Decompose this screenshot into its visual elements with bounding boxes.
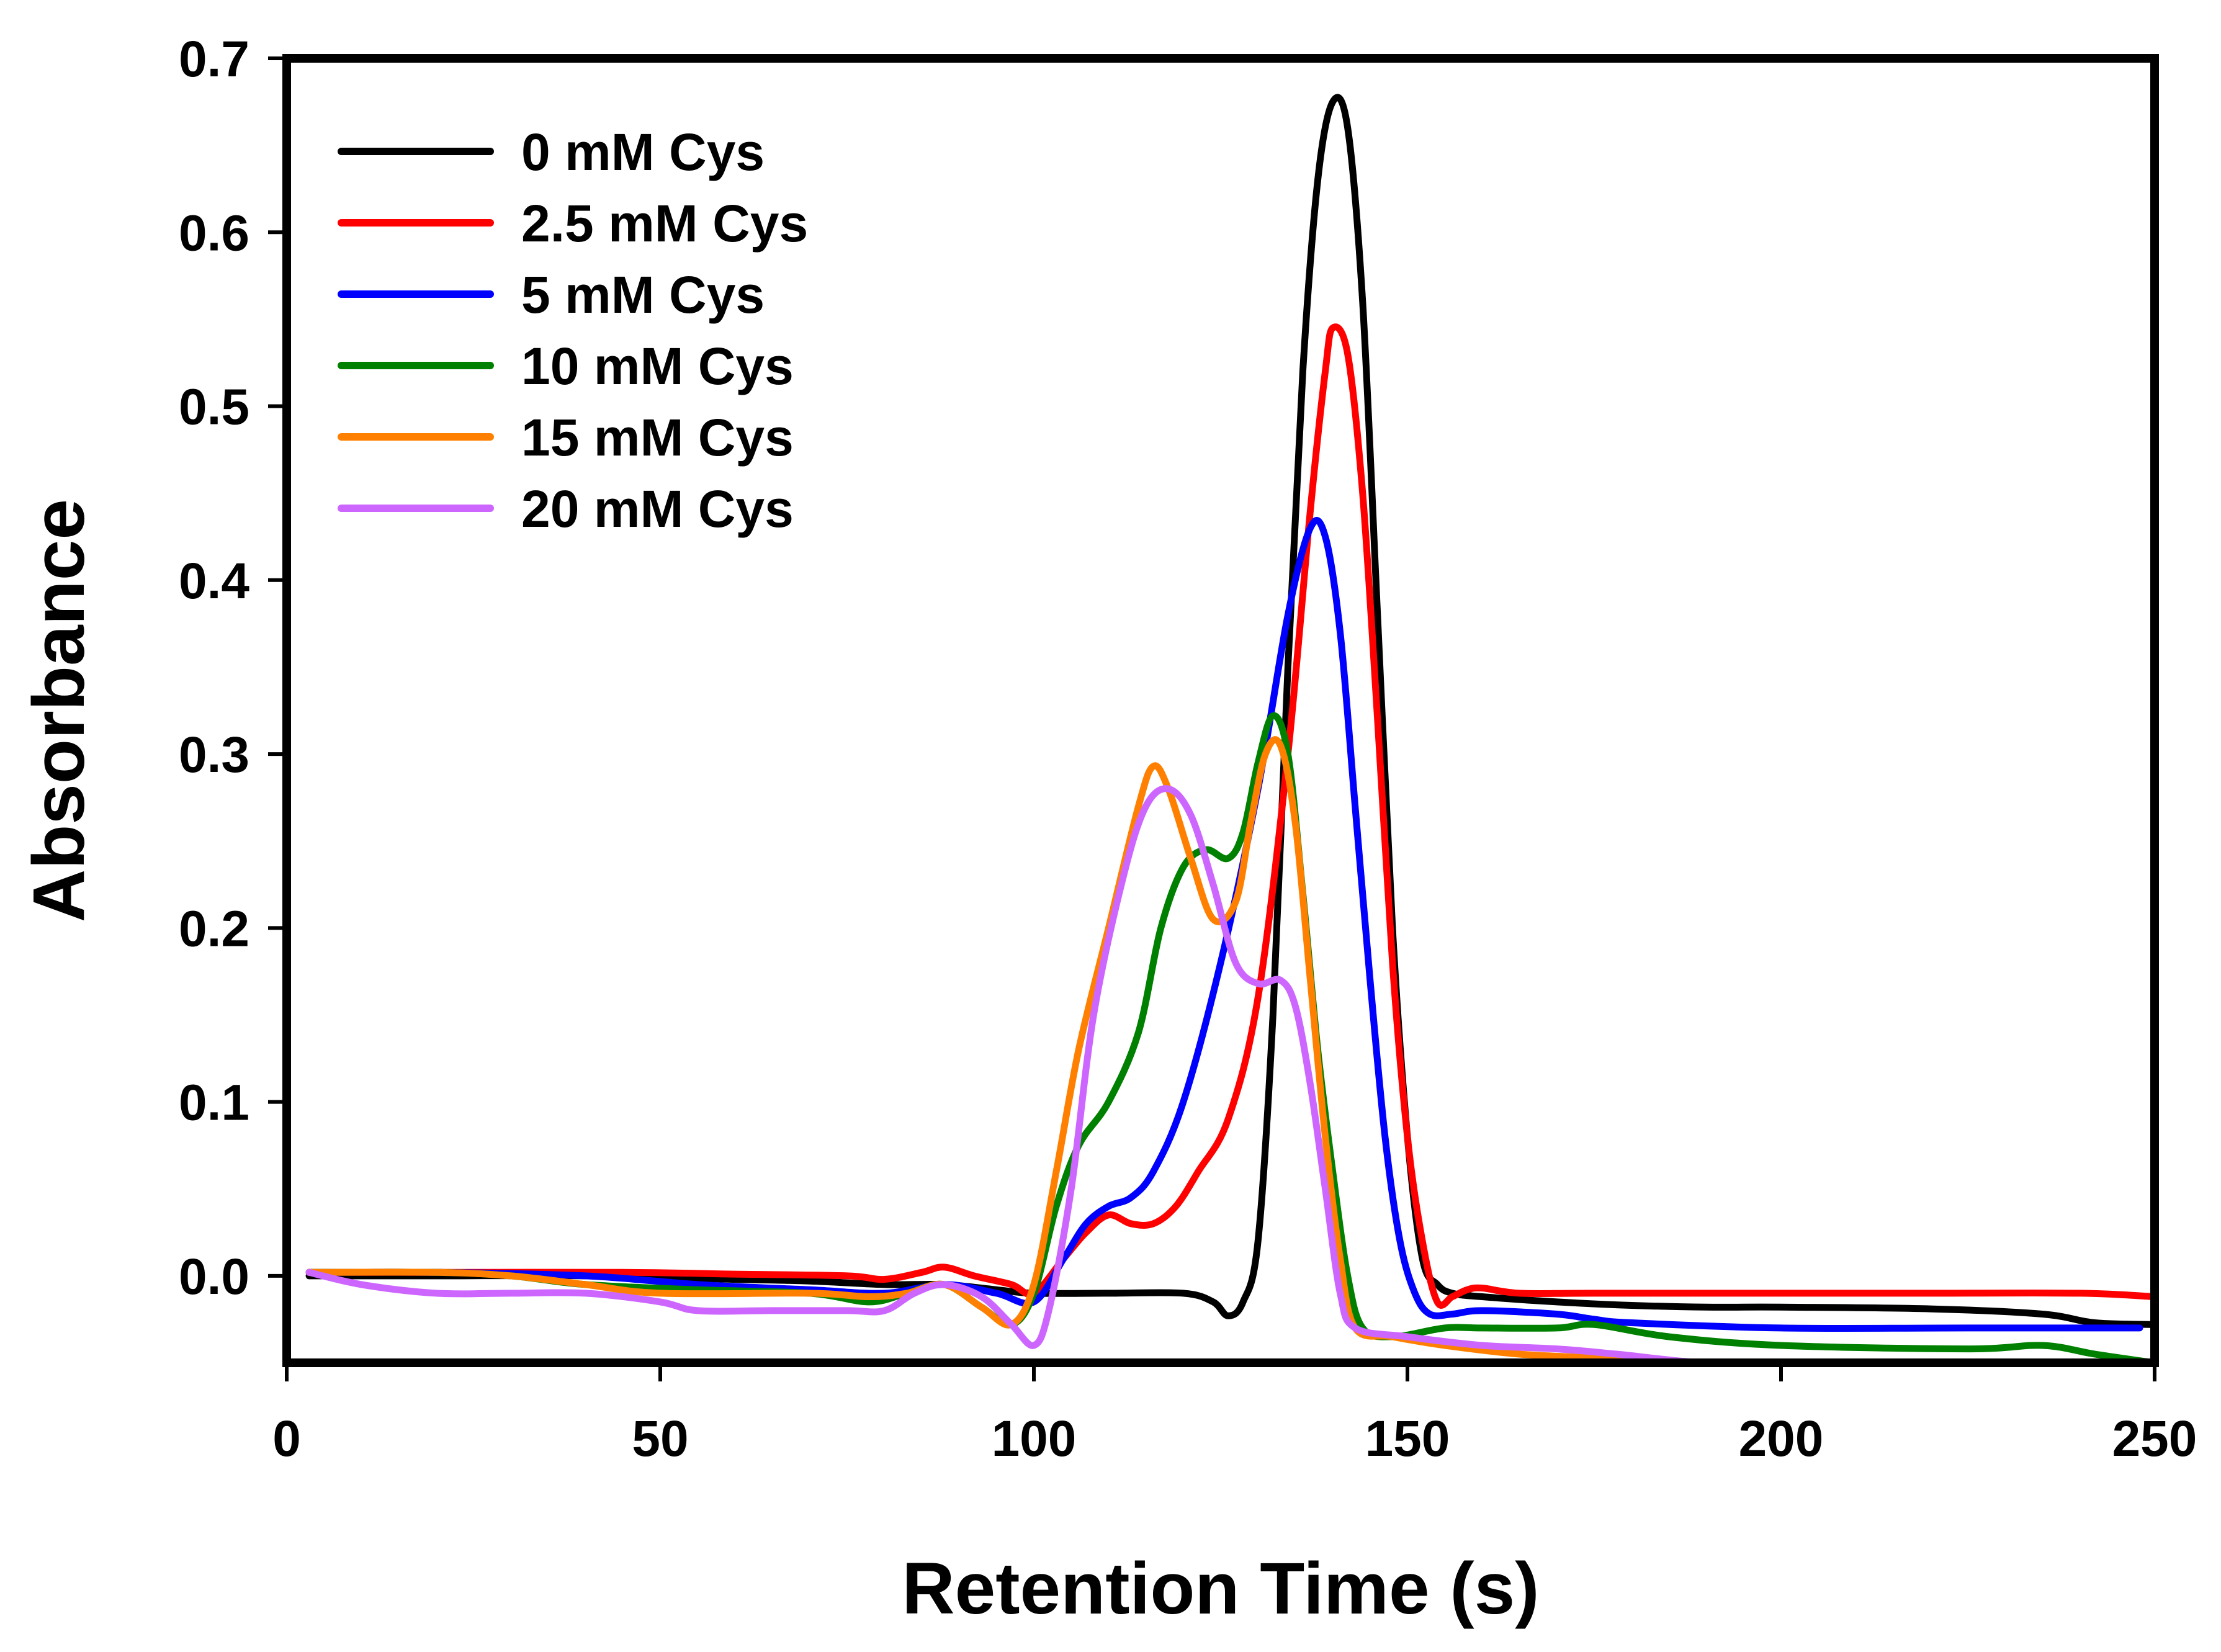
- y-tick-label: 0.5: [179, 379, 249, 436]
- y-tick-label: 0.7: [179, 31, 249, 88]
- x-tick-label: 250: [2112, 1411, 2197, 1467]
- x-tick-label: 200: [1739, 1411, 1824, 1467]
- x-axis-title: Retention Time (s): [902, 1548, 1539, 1630]
- series-line-15-mm-cys: [305, 736, 1669, 1363]
- y-tick-label: 0.6: [179, 205, 249, 261]
- legend-label-20-mm-cys: 20 mM Cys: [521, 480, 794, 538]
- series-line-10-mm-cys: [305, 712, 2155, 1363]
- plot-frame: [282, 54, 2159, 1367]
- legend-label-2-5-mm-cys: 2.5 mM Cys: [521, 194, 808, 253]
- legend-label-5-mm-cys: 5 mM Cys: [521, 266, 765, 324]
- y-tick-label: 0.1: [179, 1075, 249, 1131]
- y-axis: 0.0 0.1 0.2 0.3 0.4 0.5 0.6 0.7: [179, 31, 287, 1305]
- series-layer: [305, 94, 2155, 1363]
- y-tick-label: 0.0: [179, 1249, 249, 1305]
- y-tick-label: 0.3: [179, 727, 249, 783]
- x-tick-label: 100: [992, 1411, 1077, 1467]
- legend: 0 mM Cys 2.5 mM Cys 5 mM Cys 10 mM Cys 15 mM…: [338, 123, 808, 538]
- y-tick-label: 0.4: [179, 553, 249, 609]
- series-line-20-mm-cys: [305, 785, 1994, 1363]
- y-axis-title: Absorbance: [18, 499, 100, 922]
- legend-label-10-mm-cys: 10 mM Cys: [521, 337, 794, 395]
- x-tick-label: 50: [632, 1411, 688, 1467]
- series-line-2-5-mm-cys: [305, 323, 2155, 1309]
- x-tick-label: 150: [1365, 1411, 1450, 1467]
- legend-label-0-mm-cys: 0 mM Cys: [521, 123, 765, 181]
- y-tick-label: 0.2: [179, 900, 249, 957]
- x-tick-label: 0: [272, 1411, 301, 1467]
- x-axis: 0 50 100 150 200 250: [272, 1363, 2197, 1467]
- legend-label-15-mm-cys: 15 mM Cys: [521, 408, 794, 467]
